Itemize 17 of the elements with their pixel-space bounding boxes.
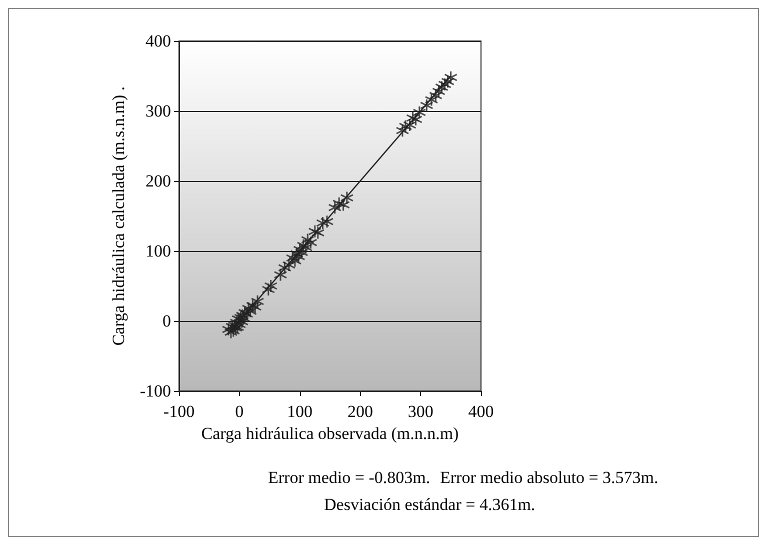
- x-axis-title: Carga hidráulica observada (m.n.n.m): [201, 424, 459, 443]
- x-tick-label: 400: [468, 402, 494, 421]
- y-axis-title: Carga hidráulica calculada (m.s.n.m) .: [109, 86, 128, 346]
- y-tick-label: 300: [146, 102, 171, 120]
- x-tick-label: 0: [235, 402, 244, 421]
- y-tick-label: 400: [146, 32, 171, 50]
- text: Desviación estándar = 4.361m.: [324, 495, 536, 514]
- x-tick-label: 300: [408, 402, 434, 421]
- x-tick-label: -100: [163, 402, 195, 421]
- text: Error medio absoluto = 3.573m.: [440, 468, 658, 487]
- x-tick-label: 200: [347, 402, 373, 421]
- y-tick-label: 0: [162, 312, 171, 330]
- y-tick-label: -100: [140, 382, 171, 400]
- y-tick-label: 100: [146, 242, 171, 260]
- text: Error medio = -0.803m.: [268, 468, 430, 487]
- x-tick-label: 100: [287, 402, 313, 421]
- y-tick-label: 200: [146, 172, 171, 190]
